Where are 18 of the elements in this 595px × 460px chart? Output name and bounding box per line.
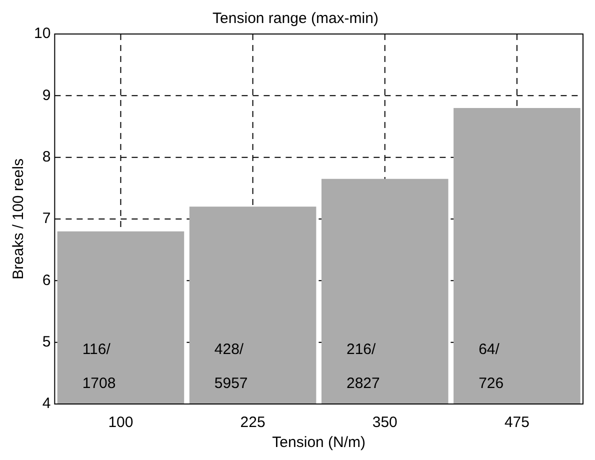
y-tick-label: 5	[42, 333, 51, 350]
y-tick-label: 8	[42, 148, 51, 166]
chart-title: Tension range (max-min)	[212, 10, 378, 28]
x-tick-label: 475	[504, 414, 530, 432]
annotation: 116/ 1708	[82, 341, 116, 392]
x-tick-label: 350	[372, 414, 398, 432]
y-axis-title: Breaks / 100 reels	[10, 158, 28, 280]
annotation: 64/ 726	[478, 341, 504, 392]
x-tick-label: 100	[108, 414, 134, 432]
y-tick-label: 6	[42, 272, 51, 289]
annotation: 428/ 5957	[214, 341, 248, 392]
x-axis-title: Tension (N/m)	[272, 434, 366, 452]
y-tick-label: 10	[34, 25, 51, 42]
y-tick-label: 4	[42, 395, 51, 412]
annotation: 216/ 2827	[346, 341, 380, 392]
y-tick-label: 7	[42, 210, 51, 228]
x-tick-label: 225	[240, 414, 266, 432]
y-tick-label: 9	[42, 86, 51, 104]
